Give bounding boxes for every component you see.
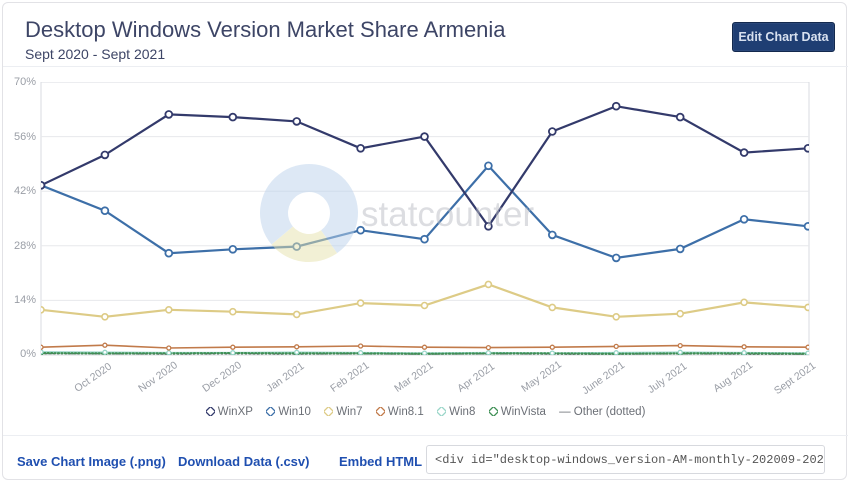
svg-text:statcounter: statcounter — [361, 195, 534, 234]
